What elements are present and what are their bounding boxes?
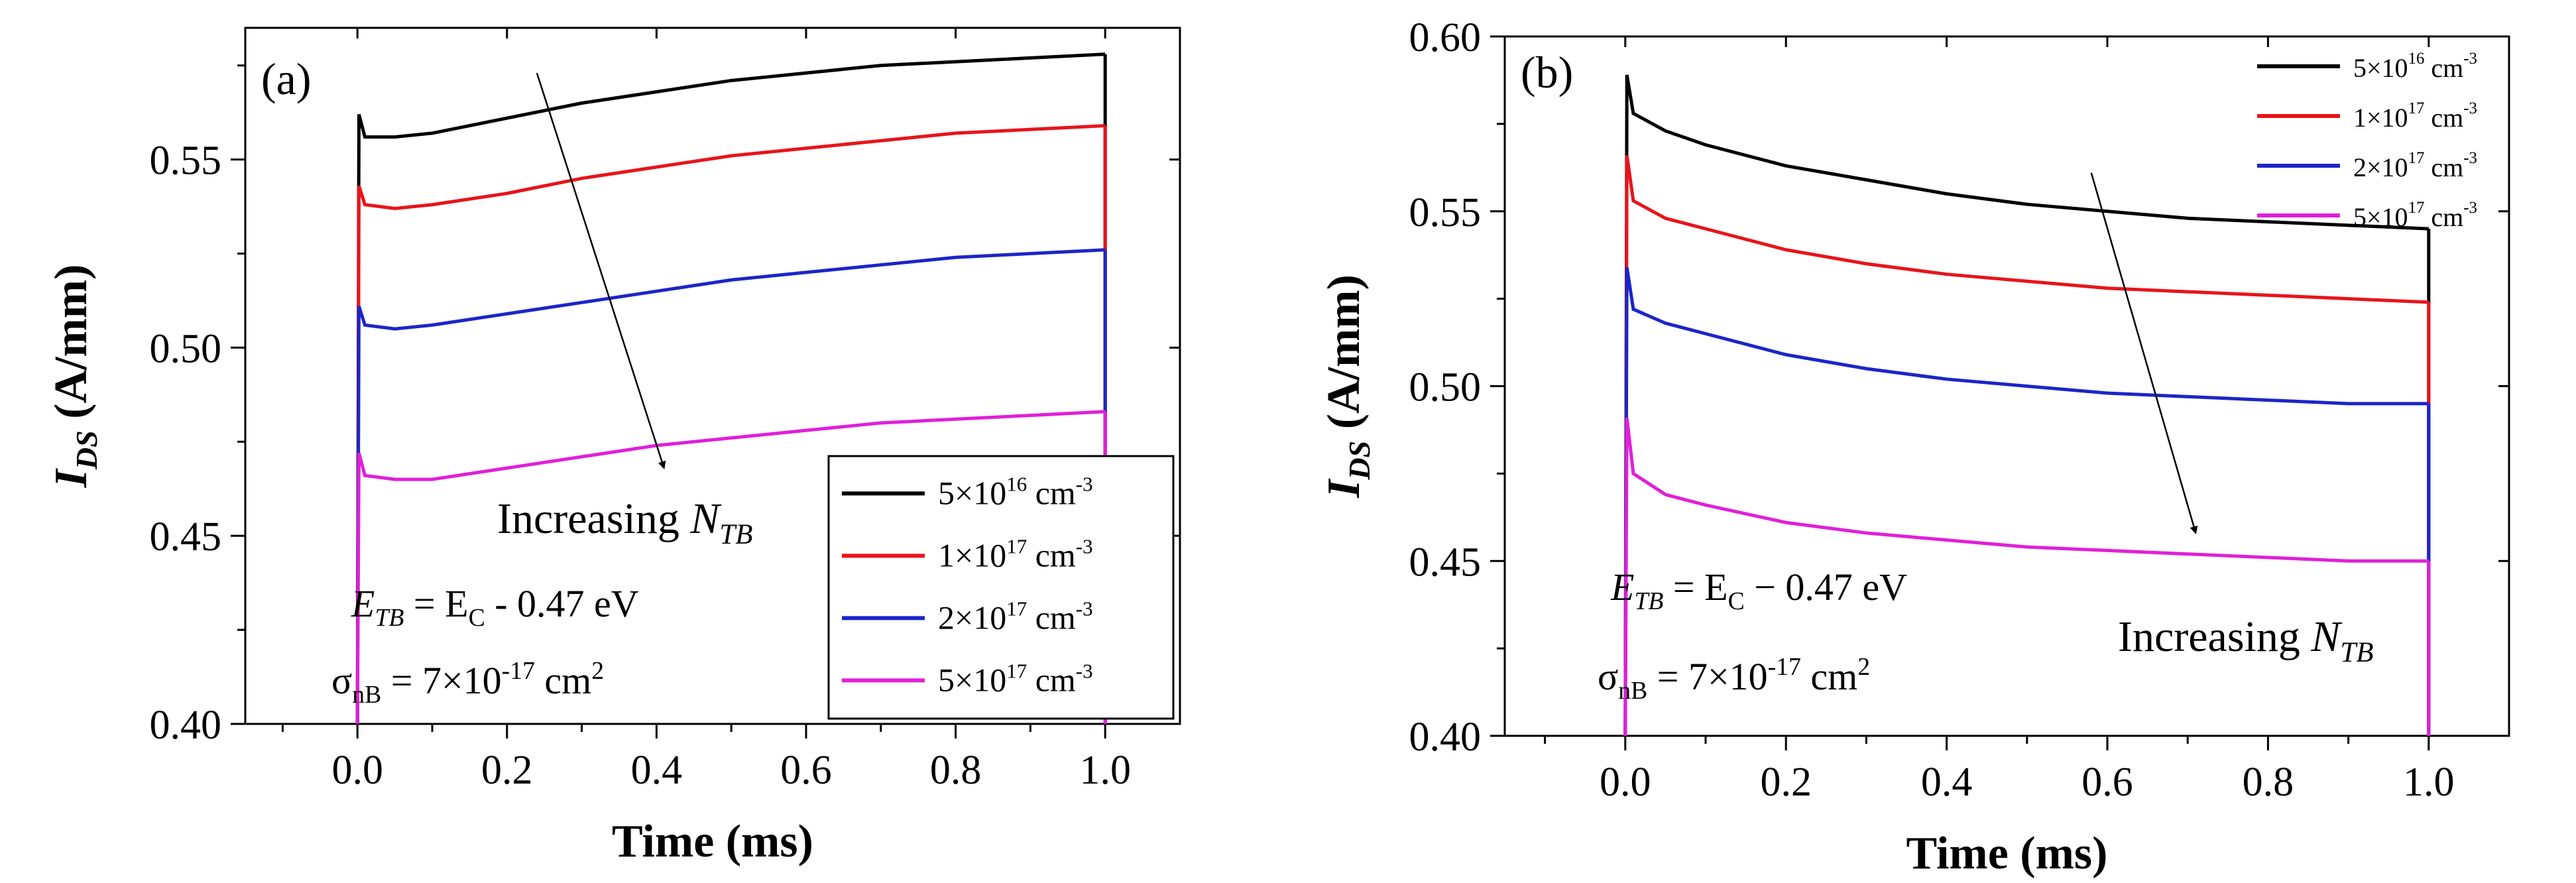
trend-arrow (536, 72, 666, 469)
y-axis-title: IDS (A/mm) (1318, 274, 1376, 499)
y-tick-label: 0.55 (150, 139, 222, 184)
x-axis-title: Time (ms) (612, 816, 813, 867)
trend-arrow (2090, 172, 2198, 534)
series-line (1623, 417, 2429, 736)
increasing-annotation: Increasing NTB (2118, 613, 2373, 668)
series-line (1623, 266, 2429, 736)
x-tick-label: 0.8 (930, 748, 982, 793)
legend: 5×1016 cm-3 1×1017 cm-3 2×1017 cm-3 5×1017 … (2257, 50, 2477, 232)
y-tick-label: 0.45 (1409, 540, 1482, 585)
y-axis-title: IDS (A/mm) (46, 265, 103, 489)
x-tick-label: 0.2 (481, 748, 533, 793)
x-tick-label: 0.6 (780, 748, 832, 793)
x-tick-label: 0.6 (2081, 760, 2133, 805)
legend-label: 2×1017 cm-3 (938, 597, 1093, 636)
panel-a-chart: 0.0 0.2 0.4 0.6 0.8 1.0 0.40 0.45 0.50 0.55 Time (… (46, 27, 1181, 867)
legend-label: 5×1016 cm-3 (938, 472, 1093, 511)
legend-label: 2×1017 cm-3 (2353, 149, 2477, 182)
plot-frame (244, 27, 1181, 725)
increasing-annotation: Increasing NTB (497, 495, 752, 550)
y-tick-label: 0.50 (1409, 365, 1482, 410)
y-tick-label: 0.45 (150, 514, 222, 559)
y-tick-label: 0.40 (150, 703, 222, 748)
series-line (355, 248, 1106, 725)
legend-box (827, 455, 1175, 720)
legend-label: 5×1017 cm-3 (938, 659, 1093, 698)
trap-energy-label: ETB = EC - 0.47 eV (351, 582, 639, 632)
series-line (355, 124, 1106, 725)
trap-energy-label: ETB = EC − 0.47 eV (1610, 565, 1907, 615)
panel-label: (a) (261, 54, 311, 104)
legend-label: 5×1017 cm-3 (2353, 199, 2477, 232)
x-tick-label: 1.0 (1079, 748, 1131, 793)
x-tick-label: 0.4 (631, 748, 683, 793)
legend-label: 5×1016 cm-3 (2353, 50, 2477, 83)
plot-frame (1503, 35, 2510, 737)
y-tick-label: 0.40 (1409, 715, 1482, 760)
y-tick-label: 0.55 (1409, 190, 1482, 235)
x-tick-label: 0.4 (1921, 760, 1973, 805)
series-line (355, 52, 1106, 725)
series-line (355, 410, 1106, 725)
x-tick-label: 0.0 (1600, 760, 1651, 805)
panel-b-chart: 0.0 0.2 0.4 0.6 0.8 1.0 0.40 0.45 0.50 0.55 0.60 Ti… (1318, 15, 2510, 879)
cross-section-label: σnB = 7×10-17 cm2 (331, 657, 604, 709)
y-tick-label: 0.50 (150, 326, 222, 371)
x-tick-label: 0.8 (2243, 760, 2294, 805)
legend: 5×1016 cm-3 1×1017 cm-3 2×1017 cm-3 5×1017 … (827, 455, 1175, 720)
x-tick-label: 1.0 (2403, 760, 2455, 805)
x-axis-title: Time (ms) (1906, 828, 2108, 879)
legend-label: 1×1017 cm-3 (2353, 99, 2477, 133)
x-tick-label: 0.2 (1760, 760, 1812, 805)
legend-label: 1×1017 cm-3 (938, 534, 1093, 573)
cross-section-label: σnB = 7×10-17 cm2 (1598, 653, 1870, 705)
series-line (1623, 74, 2429, 736)
y-tick-label: 0.60 (1409, 15, 1482, 60)
x-tick-label: 0.0 (331, 748, 383, 793)
panel-label: (b) (1521, 47, 1573, 97)
series-line (1623, 155, 2429, 736)
